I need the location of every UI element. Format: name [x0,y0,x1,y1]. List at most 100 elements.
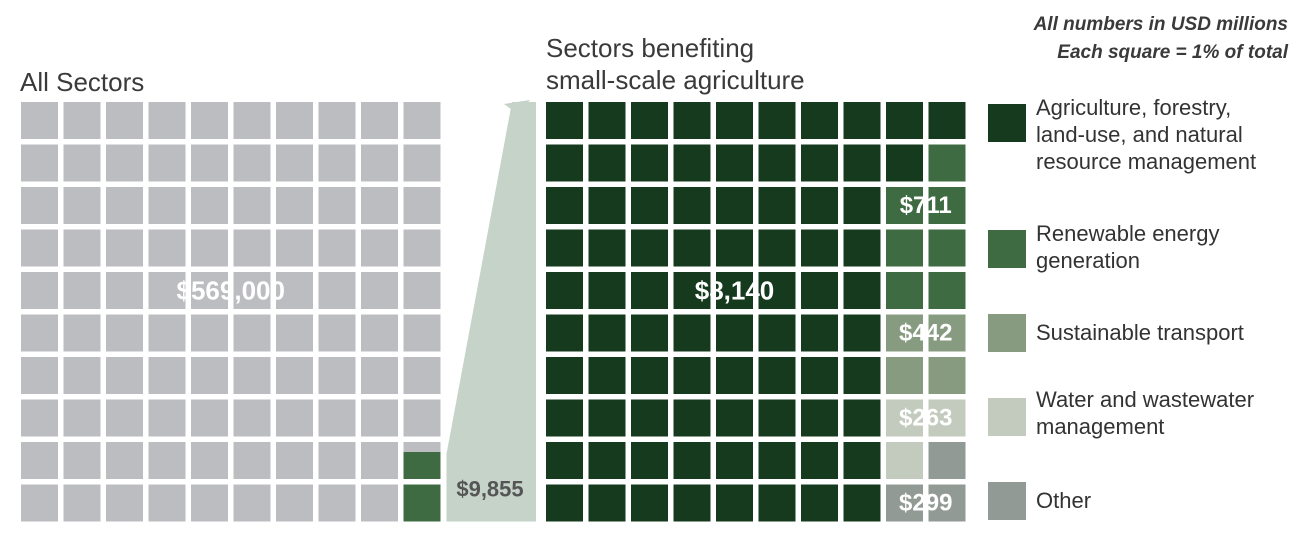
waffle-square-renewable [928,272,966,309]
small-scale-agriculture-title-line-1: Sectors benefiting [546,33,755,63]
waffle-square-all-sectors [233,229,271,267]
category-value-label-renewable: $711 [900,192,952,219]
waffle-square-renewable [928,229,966,267]
waffle-square-agriculture [631,399,668,437]
waffle-square-all-sectors [21,229,58,267]
waffle-square-agriculture [673,484,711,522]
legend-label-agriculture: Agriculture, forestry, land-use, and nat… [1036,94,1298,175]
legend-swatch-water [988,398,1026,436]
waffle-square-transport [886,357,923,394]
waffle-square-agriculture [631,272,668,309]
waffle-square-agriculture [588,272,626,309]
waffle-square-agriculture [631,442,668,479]
waffle-square-agriculture [673,229,711,267]
waffle-square-agriculture [673,442,711,479]
waffle-square-agriculture [843,314,881,352]
waffle-square-agriculture [673,357,711,394]
waffle-square-agriculture [716,442,753,479]
waffle-square-agriculture [801,484,838,522]
waffle-square-all-sectors [361,442,398,479]
waffle-square-all-sectors [63,484,101,522]
legend-label-transport: Sustainable transport [1036,319,1298,346]
waffle-square-agriculture [546,357,583,394]
waffle-square-agriculture [631,357,668,394]
waffle-square-all-sectors [106,102,143,139]
waffle-square-all-sectors [233,442,271,479]
waffle-square-all-sectors [63,357,101,394]
waffle-square-all-sectors [361,187,398,224]
waffle-square-agriculture [716,357,753,394]
waffle-square-all-sectors [106,399,143,437]
category-value-label-other: $299 [899,489,952,516]
legend-label-line: management [1036,414,1165,439]
waffle-square-agriculture [546,229,583,267]
category-value-label-water: $263 [899,404,952,431]
waffle-square-agriculture [843,272,881,309]
waffle-square-agriculture [588,229,626,267]
waffle-square-agriculture [588,144,626,182]
waffle-square-all-sectors [233,399,271,437]
waffle-square-agriculture [546,272,583,309]
waffle-square-other [886,484,923,522]
waffle-square-all-sectors [318,442,356,479]
waffle-square-other [928,484,966,522]
waffle-square-all-sectors [276,314,313,352]
connector-arrowhead [504,100,530,114]
waffle-square-all-sectors [276,442,313,479]
waffle-square-agriculture [801,399,838,437]
waffle-square-agriculture [801,102,838,139]
square-scale-note: Each square = 1% of total [1057,42,1288,63]
waffle-square-all-sectors [276,187,313,224]
waffle-square-agriculture [928,102,966,139]
waffle-square-all-sectors [233,484,271,522]
waffle-square-agriculture [631,314,668,352]
waffle-square-agriculture [546,314,583,352]
waffle-square-all-sectors [318,272,356,309]
waffle-square-all-sectors [276,229,313,267]
waffle-square-agriculture [546,144,583,182]
waffle-square-transport [886,314,923,352]
waffle-square-agriculture [801,144,838,182]
waffle-square-all-sectors [361,229,398,267]
units-note: All numbers in USD millions [1033,14,1288,35]
waffle-square-all-sectors [276,484,313,522]
waffle-square-all-sectors [63,102,101,139]
waffle-square-agriculture [758,144,796,182]
waffle-square-agriculture [631,229,668,267]
waffle-square-agriculture [843,442,881,479]
waffle-square-all-sectors [233,357,271,394]
waffle-square-agriculture [588,357,626,394]
waffle-square-agriculture [843,144,881,182]
waffle-square-all-sectors [191,314,228,352]
waffle-square-agriculture [758,102,796,139]
legend-label-renewable: Renewable energy generation [1036,220,1298,274]
waffle-square-agriculture [631,144,668,182]
waffle-square-all-sectors [148,399,186,437]
waffle-square-all-sectors [148,229,186,267]
waffle-square-all-sectors [191,229,228,267]
small-scale-agriculture-waffle [546,102,966,522]
small-scale-agriculture-title-line-2: small-scale agriculture [546,65,805,95]
small-scale-agriculture-title: Sectors benefiting small-scale agricultu… [546,32,805,96]
waffle-square-all-sectors [63,442,101,479]
waffle-square-agriculture [716,102,753,139]
legend-label-line: land-use, and natural [1036,122,1243,147]
waffle-square-all-sectors [148,187,186,224]
waffle-square-all-sectors [21,399,58,437]
waffle-square-agriculture [886,144,923,182]
waffle-square-agriculture [843,484,881,522]
waffle-square-all-sectors [318,399,356,437]
waffle-square-agriculture [758,314,796,352]
waffle-square-agriculture [673,272,711,309]
waffle-square-agriculture [801,314,838,352]
waffle-square-agriculture [673,102,711,139]
waffle-square-all-sectors [148,314,186,352]
waffle-square-all-sectors [106,229,143,267]
waffle-square-all-sectors [106,314,143,352]
waffle-square-all-sectors [318,229,356,267]
waffle-square-water [886,442,923,479]
waffle-square-agriculture [843,187,881,224]
waffle-square-all-sectors [63,314,101,352]
waffle-square-all-sectors [63,229,101,267]
